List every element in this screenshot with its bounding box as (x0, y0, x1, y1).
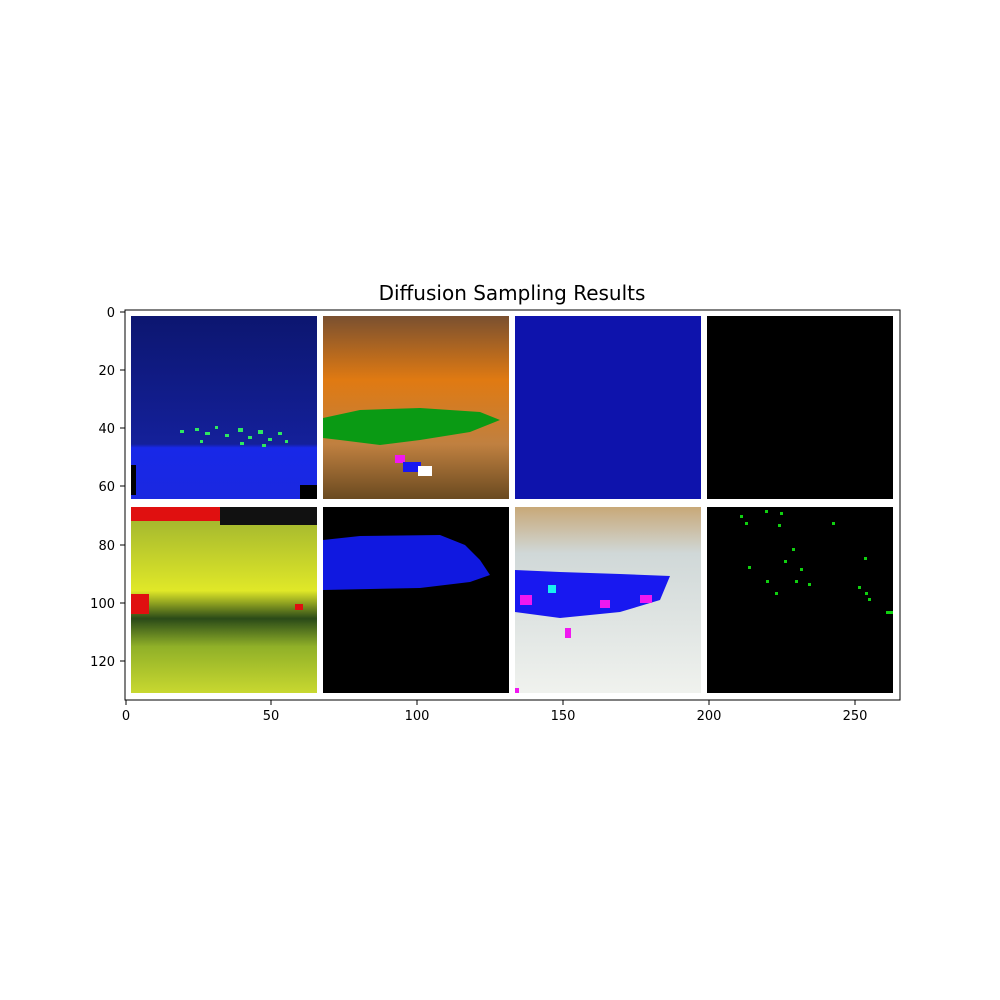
x-tick: 250 (843, 700, 868, 724)
x-tick-label: 200 (697, 709, 722, 724)
y-tick-label: 40 (98, 422, 115, 437)
tile-4 (707, 316, 893, 499)
y-tick: 120 (90, 655, 125, 670)
x-tick: 150 (551, 700, 576, 724)
y-tick: 60 (98, 480, 125, 495)
y-tick-label: 80 (98, 539, 115, 554)
x-tick-label: 250 (843, 709, 868, 724)
y-tick-label: 0 (107, 306, 115, 321)
tile-1-speckles (180, 426, 288, 447)
tile-8-speckles (740, 510, 893, 614)
x-tick-label: 0 (122, 709, 130, 724)
plot-area (124, 309, 901, 701)
tile-5 (131, 507, 317, 693)
y-tick-label: 60 (98, 480, 115, 495)
y-tick-label: 20 (98, 364, 115, 379)
x-tick: 0 (122, 700, 130, 724)
y-tick: 0 (107, 306, 125, 321)
y-tick-label: 120 (90, 655, 115, 670)
y-tick: 100 (90, 597, 125, 612)
x-tick-label: 50 (263, 709, 280, 724)
y-tick: 40 (98, 422, 125, 437)
y-tick-label: 100 (90, 597, 115, 612)
x-tick-label: 100 (405, 709, 430, 724)
figure-title: Diffusion Sampling Results (379, 281, 646, 305)
tile-6 (323, 507, 509, 693)
x-tick-label: 150 (551, 709, 576, 724)
tile-1 (131, 316, 317, 499)
y-tick: 80 (98, 539, 125, 554)
x-axis: 0 50 100 150 200 250 (122, 700, 868, 724)
x-tick: 200 (697, 700, 722, 724)
x-tick: 50 (263, 700, 280, 724)
tile-7 (515, 507, 701, 693)
tile-3 (515, 316, 701, 499)
x-tick: 100 (405, 700, 430, 724)
tile-8 (707, 507, 893, 693)
y-axis: 0 20 40 60 80 100 120 (90, 306, 125, 670)
y-tick: 20 (98, 364, 125, 379)
tile-2 (323, 316, 509, 499)
